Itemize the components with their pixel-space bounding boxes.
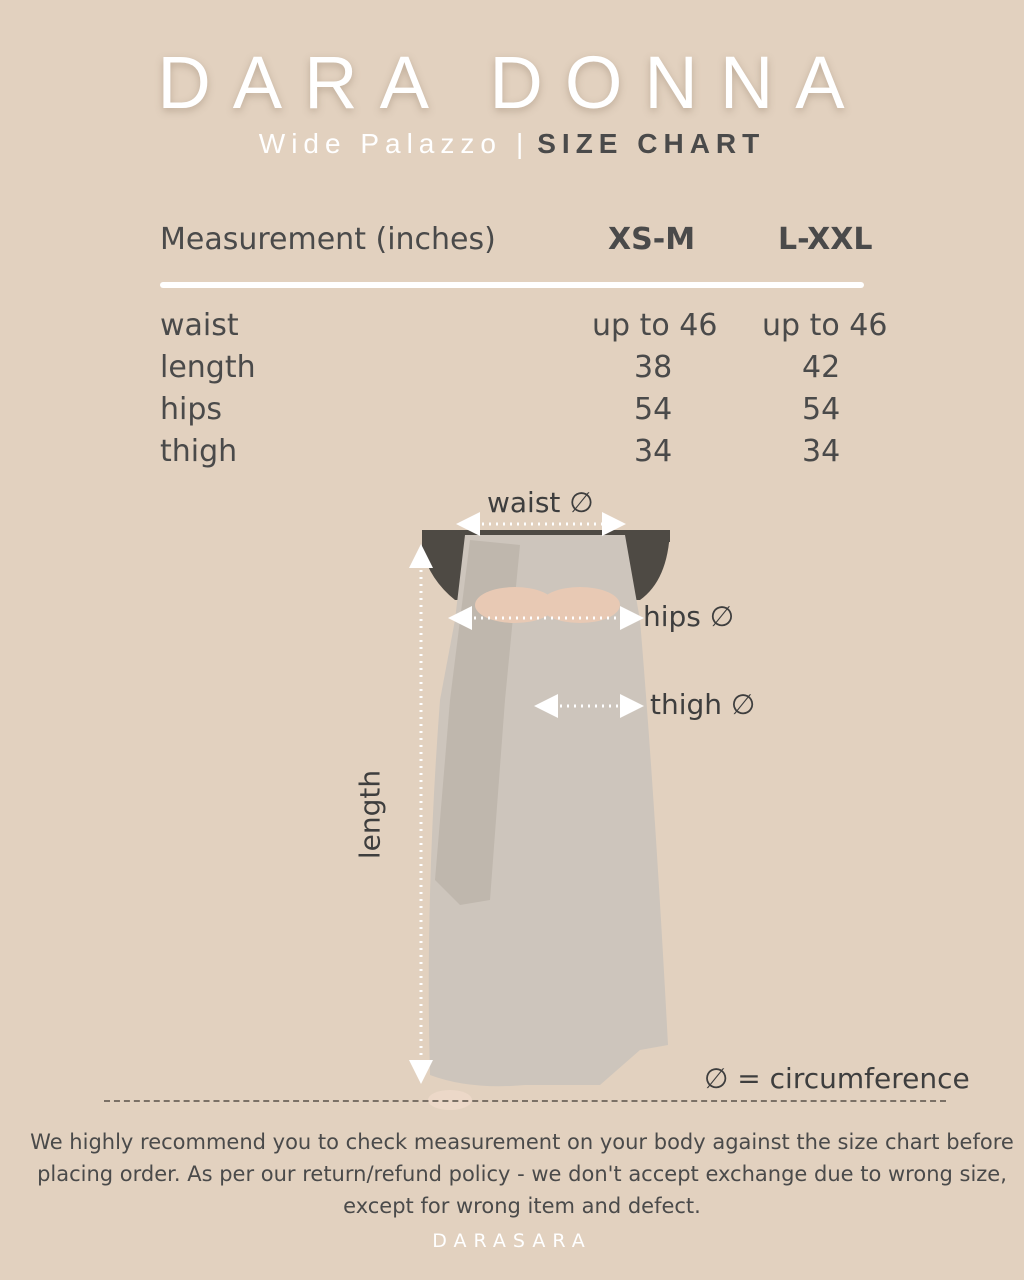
chart-title: SIZE CHART <box>537 128 766 159</box>
brand-title: DARA DONNA <box>157 41 867 124</box>
l-xxl-value: up to 46 <box>762 308 888 343</box>
product-name: Wide Palazzo <box>258 128 502 159</box>
table-row: hips 54 54 <box>160 392 890 434</box>
row-label: length <box>160 350 256 385</box>
subtitle: Wide Palazzo | SIZE CHART <box>0 128 1024 160</box>
row-label: thigh <box>160 434 238 469</box>
thigh-label: thigh ∅ <box>650 688 756 721</box>
table-row: waist up to 46 up to 46 <box>160 308 890 350</box>
xs-m-value: 38 <box>634 350 673 385</box>
xs-m-value: up to 46 <box>592 308 718 343</box>
model-figure <box>422 530 670 1110</box>
header-divider <box>160 282 864 288</box>
hips-label: hips ∅ <box>643 600 735 633</box>
length-label: length <box>353 769 387 860</box>
l-xxl-value: 34 <box>802 434 841 469</box>
xs-m-value: 34 <box>634 434 673 469</box>
column-header-xs-m: XS-M <box>608 222 696 257</box>
policy-note: We highly recommend you to check measure… <box>30 1130 1014 1218</box>
footer-brand: DARASARA <box>432 1230 592 1252</box>
table-row: length 38 42 <box>160 350 890 392</box>
waist-label: waist ∅ <box>487 486 594 519</box>
column-header-l-xxl: L-XXL <box>778 222 873 257</box>
divider <box>104 1100 946 1102</box>
row-label: hips <box>160 392 223 427</box>
l-xxl-value: 54 <box>802 392 841 427</box>
xs-m-value: 54 <box>634 392 673 427</box>
table-row: thigh 34 34 <box>160 434 890 476</box>
row-label: waist <box>160 308 239 343</box>
column-header-measurement: Measurement (inches) <box>160 222 496 257</box>
separator: | <box>515 128 524 159</box>
l-xxl-value: 42 <box>802 350 841 385</box>
circumference-legend: ∅ = circumference <box>704 1062 970 1095</box>
